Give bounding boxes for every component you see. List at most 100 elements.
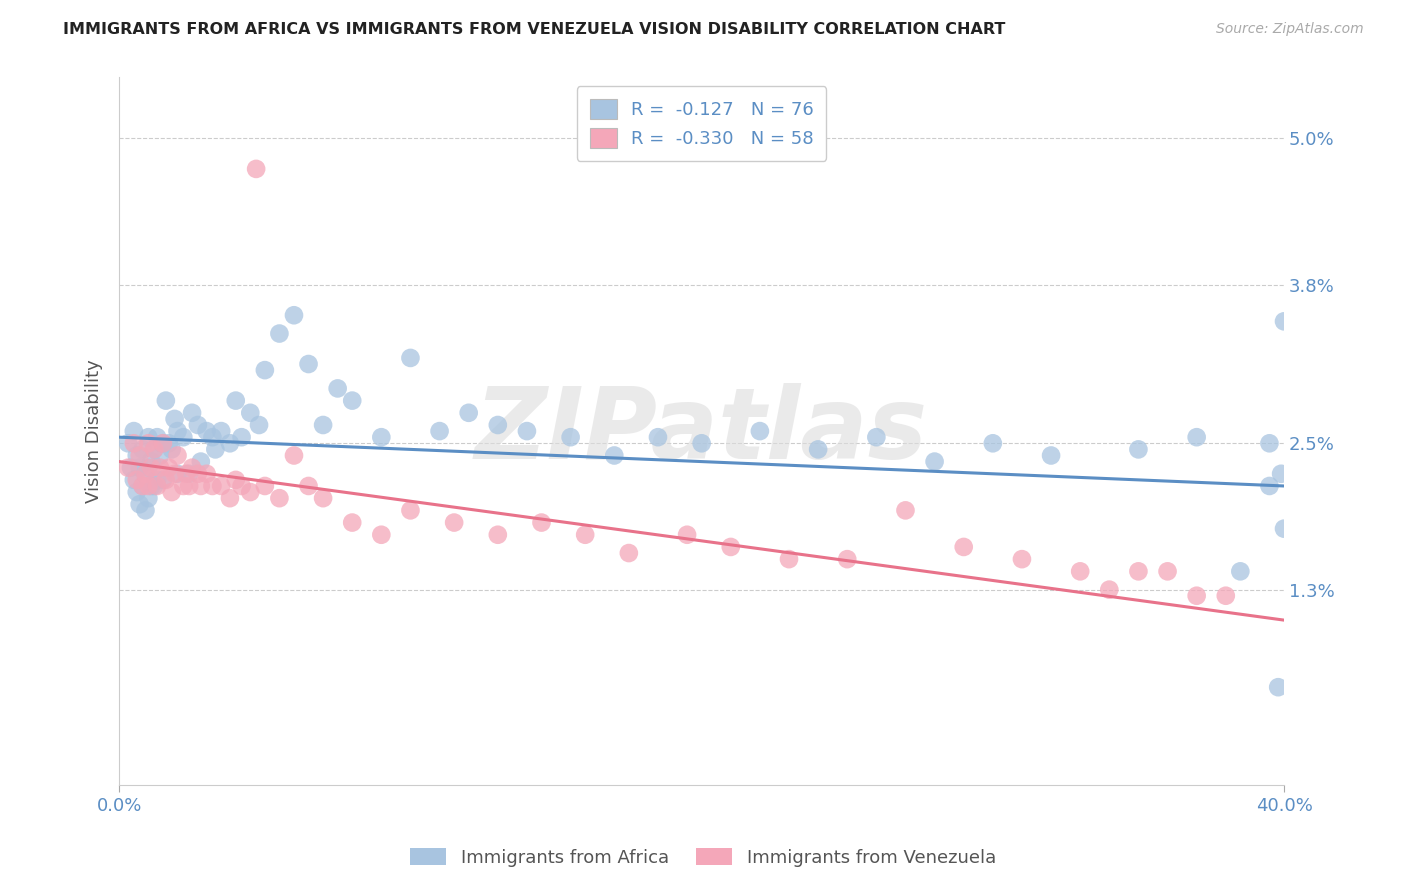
Point	[1128, 442, 1150, 457]
Point	[141, 454, 163, 468]
Point	[152, 473, 174, 487]
Point	[647, 430, 669, 444]
Point	[163, 412, 186, 426]
Point	[370, 430, 392, 444]
Point	[342, 393, 364, 408]
Point	[1272, 522, 1295, 536]
Point	[981, 436, 1004, 450]
Point	[1185, 589, 1208, 603]
Legend: R =  -0.127   N = 76, R =  -0.330   N = 58: R = -0.127 N = 76, R = -0.330 N = 58	[576, 87, 827, 161]
Point	[676, 528, 699, 542]
Point	[204, 442, 226, 457]
Point	[134, 503, 156, 517]
Legend: Immigrants from Africa, Immigrants from Venezuela: Immigrants from Africa, Immigrants from …	[404, 841, 1002, 874]
Point	[219, 436, 242, 450]
Point	[138, 479, 160, 493]
Point	[1258, 436, 1281, 450]
Point	[486, 528, 509, 542]
Point	[1185, 430, 1208, 444]
Point	[122, 473, 145, 487]
Point	[187, 467, 209, 481]
Point	[617, 546, 640, 560]
Point	[837, 552, 859, 566]
Point	[190, 454, 212, 468]
Point	[146, 479, 169, 493]
Point	[1267, 680, 1289, 694]
Point	[195, 424, 218, 438]
Point	[172, 430, 194, 444]
Point	[457, 406, 479, 420]
Point	[245, 161, 267, 176]
Point	[149, 460, 172, 475]
Point	[131, 479, 153, 493]
Point	[560, 430, 582, 444]
Point	[231, 479, 253, 493]
Point	[143, 442, 166, 457]
Point	[146, 430, 169, 444]
Point	[141, 460, 163, 475]
Point	[443, 516, 465, 530]
Point	[312, 491, 335, 505]
Point	[179, 467, 201, 481]
Point	[209, 479, 232, 493]
Point	[172, 479, 194, 493]
Point	[219, 491, 242, 505]
Point	[149, 449, 172, 463]
Point	[1156, 565, 1178, 579]
Point	[134, 467, 156, 481]
Point	[125, 473, 148, 487]
Point	[1229, 565, 1251, 579]
Point	[924, 454, 946, 468]
Point	[131, 442, 153, 457]
Point	[807, 442, 830, 457]
Point	[131, 479, 153, 493]
Point	[138, 491, 160, 505]
Point	[163, 467, 186, 481]
Point	[253, 363, 276, 377]
Point	[160, 442, 183, 457]
Point	[152, 436, 174, 450]
Point	[155, 393, 177, 408]
Point	[239, 406, 262, 420]
Point	[201, 430, 224, 444]
Point	[134, 467, 156, 481]
Point	[530, 516, 553, 530]
Point	[253, 479, 276, 493]
Point	[174, 467, 197, 481]
Point	[269, 326, 291, 341]
Point	[157, 460, 180, 475]
Point	[138, 460, 160, 475]
Point	[283, 308, 305, 322]
Point	[516, 424, 538, 438]
Point	[160, 485, 183, 500]
Point	[209, 424, 232, 438]
Point	[187, 417, 209, 432]
Point	[166, 424, 188, 438]
Point	[157, 436, 180, 450]
Point	[181, 406, 204, 420]
Point	[603, 449, 626, 463]
Point	[748, 424, 770, 438]
Point	[122, 424, 145, 438]
Point	[143, 479, 166, 493]
Point	[1011, 552, 1033, 566]
Point	[138, 430, 160, 444]
Point	[399, 351, 422, 365]
Point	[312, 417, 335, 432]
Point	[141, 479, 163, 493]
Point	[952, 540, 974, 554]
Y-axis label: Vision Disability: Vision Disability	[86, 359, 103, 503]
Point	[122, 436, 145, 450]
Point	[117, 436, 139, 450]
Point	[125, 485, 148, 500]
Point	[297, 357, 319, 371]
Point	[125, 449, 148, 463]
Point	[225, 473, 247, 487]
Point	[247, 417, 270, 432]
Point	[1069, 565, 1091, 579]
Point	[166, 467, 188, 481]
Point	[269, 491, 291, 505]
Point	[429, 424, 451, 438]
Point	[128, 497, 150, 511]
Point	[1272, 314, 1295, 328]
